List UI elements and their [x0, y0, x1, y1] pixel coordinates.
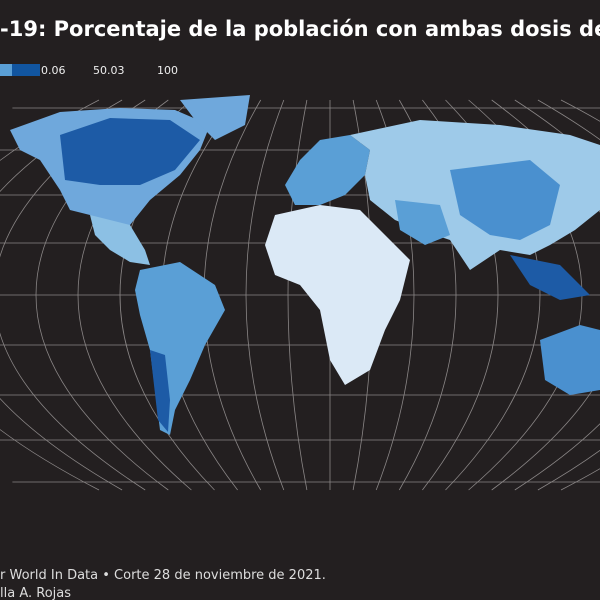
footer-author: lla A. Rojas: [0, 586, 71, 600]
greenland: [180, 95, 250, 140]
title: -19: Porcentaje de la población con amba…: [0, 17, 600, 41]
europe: [285, 135, 370, 205]
australia: [540, 325, 600, 395]
legend-label: 100: [157, 64, 178, 77]
legend-label: 0.06: [41, 64, 66, 77]
footer-source: r World In Data • Corte 28 de noviembre …: [0, 568, 326, 583]
legend-label: 50.03: [93, 64, 125, 77]
southeast-asia: [510, 255, 590, 300]
china: [450, 160, 560, 240]
graticule-line: [0, 99, 100, 491]
continents: [10, 95, 600, 435]
central-america: [90, 215, 150, 265]
africa: [265, 205, 410, 385]
chile-argentina: [150, 350, 170, 432]
canada: [60, 118, 200, 185]
legend-swatch: [12, 64, 40, 76]
legend-swatch: [0, 64, 12, 76]
middle-east: [395, 200, 450, 245]
